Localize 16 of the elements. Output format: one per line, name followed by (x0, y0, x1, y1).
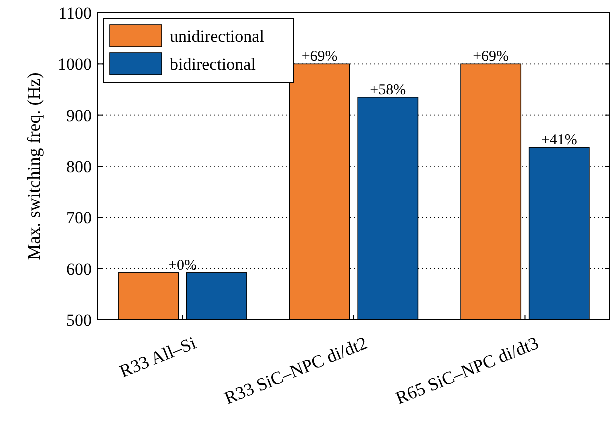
annotation: +69% (302, 49, 338, 66)
y-tick-label: 800 (66, 157, 92, 176)
x-tick-label: R33 All–Si (116, 332, 199, 382)
legend-label: unidirectional (170, 26, 265, 46)
y-axis-title: Max. switching freq. (Hz) (24, 72, 44, 260)
y-tick-label: 1000 (58, 55, 92, 74)
annotation: +58% (370, 82, 406, 98)
y-tick-label: 500 (66, 310, 92, 330)
legend-label: bidirectional (170, 54, 256, 74)
annotation: +0% (168, 258, 197, 274)
y-tick-label: 700 (66, 208, 92, 228)
y-tick-label: 600 (66, 260, 92, 279)
annotation: +41% (541, 132, 578, 149)
annotation: +69% (473, 49, 510, 66)
y-tick-label: 1100 (58, 4, 92, 23)
y-tick-label: 900 (66, 106, 92, 126)
